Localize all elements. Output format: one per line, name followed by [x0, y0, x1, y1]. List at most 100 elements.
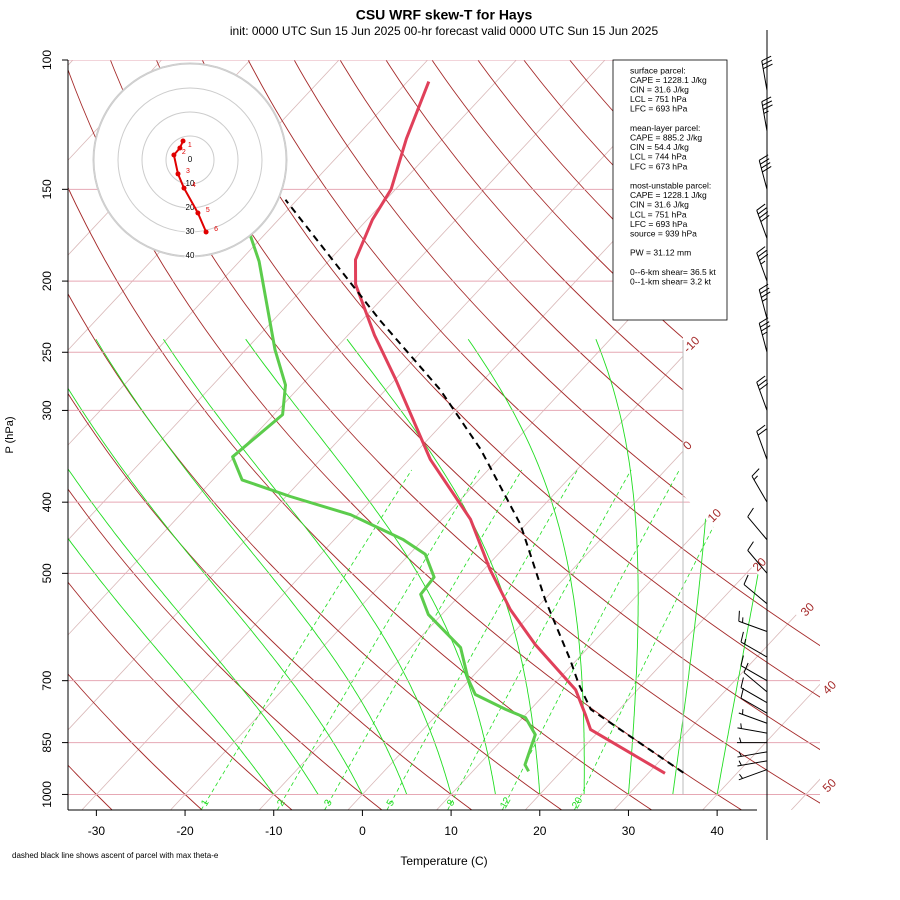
- moist-adiabat: [245, 338, 496, 795]
- isotherm-label: 50: [820, 776, 840, 796]
- wind-barb: [756, 375, 769, 411]
- wind-barb: [740, 677, 768, 704]
- wind-barb: [758, 283, 771, 319]
- moist-adiabat: [595, 339, 639, 795]
- mixing-ratio-line: [386, 469, 578, 810]
- dry-adiabat: [339, 60, 820, 810]
- mixing-ratio-label: 5: [385, 798, 398, 809]
- mixing-ratio-label: 20: [570, 795, 585, 811]
- wind-barb: [747, 507, 768, 541]
- hodograph-point-label: 3: [186, 168, 190, 175]
- moist-adiabat: [346, 338, 541, 795]
- dry-adiabat: [293, 60, 820, 810]
- wind-barb: [738, 769, 768, 781]
- footnote: dashed black line shows ascent of parcel…: [12, 851, 219, 860]
- y-tick-label: 500: [40, 563, 54, 583]
- hodograph-point: [180, 138, 186, 144]
- wind-barb: [737, 737, 767, 744]
- x-axis-label: Temperature (C): [400, 854, 487, 868]
- info-text: LCL = 751 hPa: [630, 209, 687, 219]
- barb-staff: [756, 246, 769, 282]
- y-tick-label: 200: [40, 271, 54, 291]
- wind-barb: [761, 96, 773, 132]
- hodograph-point: [181, 185, 187, 191]
- barb-staff: [740, 677, 768, 704]
- info-text: LCL = 744 hPa: [630, 152, 687, 162]
- mixing-ratio-line: [501, 469, 680, 810]
- hodograph-ring: [165, 135, 215, 185]
- isotherm: [702, 60, 820, 810]
- isotherm: [68, 60, 428, 810]
- wind-barb: [743, 662, 768, 693]
- info-text: CIN = 31.6 J/kg: [630, 84, 689, 94]
- hodograph-point: [171, 152, 177, 158]
- moist-adiabat: [467, 338, 585, 795]
- barb-staff: [738, 709, 768, 724]
- mixing-ratio-line: [324, 469, 523, 810]
- dry-adiabat: [247, 60, 820, 810]
- mixing-ratio-label: 1: [199, 798, 212, 809]
- hodograph-ring: [117, 87, 263, 233]
- moist-adiabat: [95, 338, 408, 795]
- hodograph-ring-label: 0: [188, 155, 193, 164]
- barb-staff: [737, 760, 768, 767]
- info-text: 0--1-km shear= 3.2 kt: [630, 276, 712, 286]
- y-tick-label: 150: [40, 179, 54, 199]
- info-text: LFC = 673 hPa: [630, 161, 688, 171]
- barb-staff: [743, 662, 768, 693]
- hodograph-ring-label: 20: [186, 203, 195, 212]
- wind-barb: [740, 655, 768, 682]
- hodograph-point: [175, 171, 181, 177]
- hodograph-point-label: 5: [206, 207, 210, 214]
- isotherm: [68, 60, 694, 810]
- barb-staff: [751, 468, 768, 503]
- isotherm: [68, 60, 517, 810]
- hodograph-ring-label: 30: [186, 227, 195, 236]
- hodograph-ring-label: 40: [186, 251, 195, 260]
- hodograph-point-label: 6: [214, 226, 218, 233]
- hodograph-ring-label: 10: [186, 179, 195, 188]
- moist-adiabat: [68, 338, 319, 795]
- barb-staff: [737, 737, 767, 744]
- barb-staff: [761, 55, 773, 91]
- moist-adiabat: [163, 338, 452, 795]
- info-text: CAPE = 885.2 J/kg: [630, 132, 702, 142]
- isotherm-label: 30: [798, 600, 818, 620]
- moist-adiabat: [68, 338, 363, 795]
- barb-staff: [738, 769, 768, 781]
- info-box: [612, 59, 728, 321]
- y-tick-label: 850: [40, 732, 54, 752]
- profile-line: [354, 81, 666, 775]
- barb-staff: [743, 574, 768, 605]
- wind-barb: [761, 55, 773, 91]
- wind-barb: [737, 760, 768, 767]
- moist-adiabat: [68, 339, 275, 795]
- x-tick-label: -10: [265, 824, 283, 838]
- barb-staff: [747, 541, 768, 574]
- wind-barb: [737, 751, 768, 758]
- info-text: CIN = 54.4 J/kg: [630, 142, 689, 152]
- barb-staff: [747, 507, 768, 541]
- wind-barb: [758, 154, 772, 190]
- x-tick-label: -30: [88, 824, 106, 838]
- isotherm: [613, 60, 820, 810]
- barb-staff: [756, 375, 769, 411]
- barb-staff: [740, 687, 768, 714]
- isotherm: [68, 60, 606, 810]
- profile-line: [231, 234, 537, 773]
- wind-barb: [740, 631, 768, 658]
- y-tick-label: 100: [40, 50, 54, 70]
- dry-adiabat: [68, 60, 652, 810]
- info-text: CAPE = 1228.1 J/kg: [630, 190, 707, 200]
- barb-staff: [758, 154, 772, 190]
- info-text: PW = 31.12 mm: [630, 248, 691, 258]
- x-tick-label: 30: [622, 824, 636, 838]
- wind-barb: [758, 317, 771, 353]
- x-tick-label: 0: [359, 824, 366, 838]
- dry-adiabat: [201, 60, 820, 810]
- barb-staff: [740, 631, 768, 658]
- mixing-ratio-label: 2: [275, 798, 288, 809]
- hodograph-point: [203, 229, 209, 235]
- barb-staff: [737, 751, 768, 758]
- y-tick-label: 700: [40, 670, 54, 690]
